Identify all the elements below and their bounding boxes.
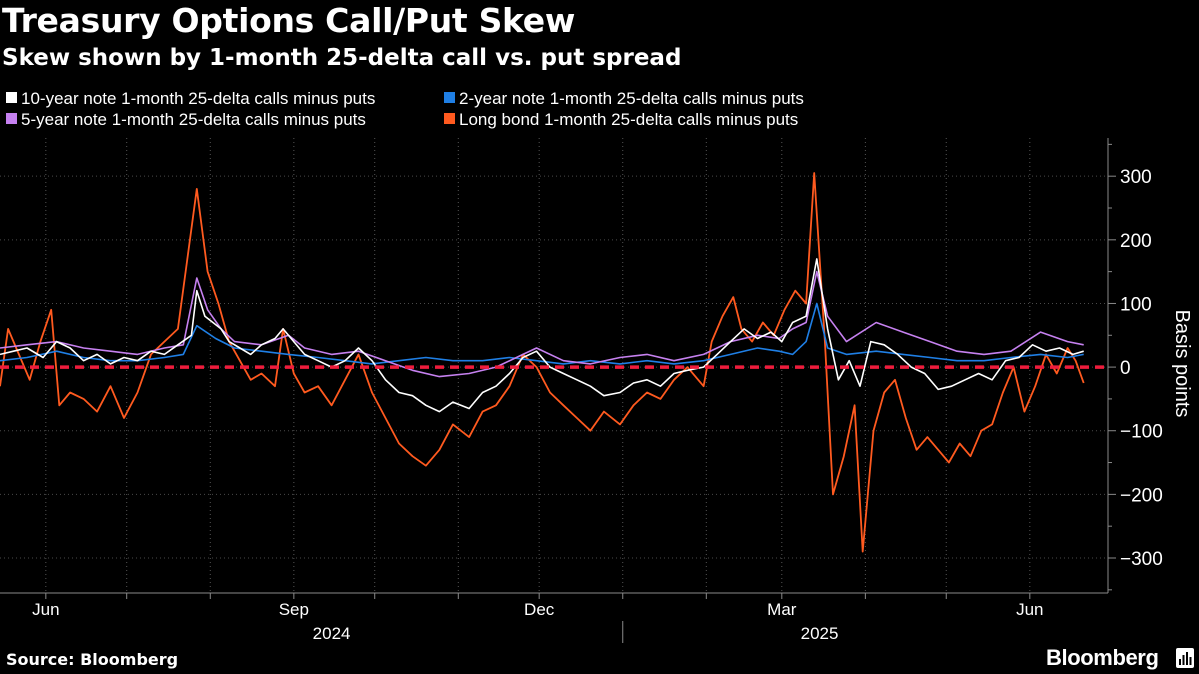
chart-legend: 10-year note 1-month 25-delta calls minu… <box>6 88 886 132</box>
legend-label-10-year: 10-year note 1-month 25-delta calls minu… <box>21 89 376 108</box>
legend-item-10-year: 10-year note 1-month 25-delta calls minu… <box>6 88 375 109</box>
y-tick-label-2: 100 <box>1120 294 1152 315</box>
legend-item-2-year: 2-year note 1-month 25-delta calls minus… <box>444 88 804 109</box>
x-tick-label-4: Jun <box>1016 600 1043 619</box>
legend-swatch-long-bond <box>444 113 455 124</box>
chart-subtitle: Skew shown by 1-month 25-delta call vs. … <box>2 45 682 71</box>
y-tick-label-1: 200 <box>1120 231 1152 252</box>
y-tick-label-3: 0 <box>1120 358 1131 379</box>
y-tick-label-6: −300 <box>1120 549 1163 570</box>
y-tick-label-5: −200 <box>1120 485 1163 506</box>
x-tick-label-0: Jun <box>32 600 59 619</box>
legend-label-5-year: 5-year note 1-month 25-delta calls minus… <box>21 110 366 129</box>
legend-item-5-year: 5-year note 1-month 25-delta calls minus… <box>6 109 366 130</box>
x-tick-label-1: Sep <box>279 600 309 619</box>
legend-swatch-2-year <box>444 92 455 103</box>
y-tick-label-4: −100 <box>1120 422 1163 443</box>
legend-label-2-year: 2-year note 1-month 25-delta calls minus… <box>459 89 804 108</box>
y-tick-label-0: 300 <box>1120 167 1152 188</box>
legend-swatch-5-year <box>6 113 17 124</box>
series-line-10-year <box>0 258 1084 413</box>
legend-label-long-bond: Long bond 1-month 25-delta calls minus p… <box>459 110 799 129</box>
series-line-2-year <box>0 302 1084 365</box>
y-axis-label: Basis points <box>1171 310 1193 418</box>
chart-title: Treasury Options Call/Put Skew <box>2 1 576 40</box>
x-year-label-0: 2024 <box>313 624 351 643</box>
bloomberg-chart-icon <box>1176 648 1194 668</box>
bloomberg-logo: Bloomberg <box>1046 645 1159 670</box>
x-tick-label-3: Mar <box>767 600 797 619</box>
x-year-label-1: 2025 <box>801 624 839 643</box>
source-note: Source: Bloomberg <box>6 650 179 669</box>
x-tick-label-2: Dec <box>524 600 555 619</box>
series-line-5-year <box>0 270 1084 378</box>
series-line-long-bond <box>0 172 1085 553</box>
legend-item-long-bond: Long bond 1-month 25-delta calls minus p… <box>444 109 798 130</box>
legend-swatch-10-year <box>6 92 17 103</box>
